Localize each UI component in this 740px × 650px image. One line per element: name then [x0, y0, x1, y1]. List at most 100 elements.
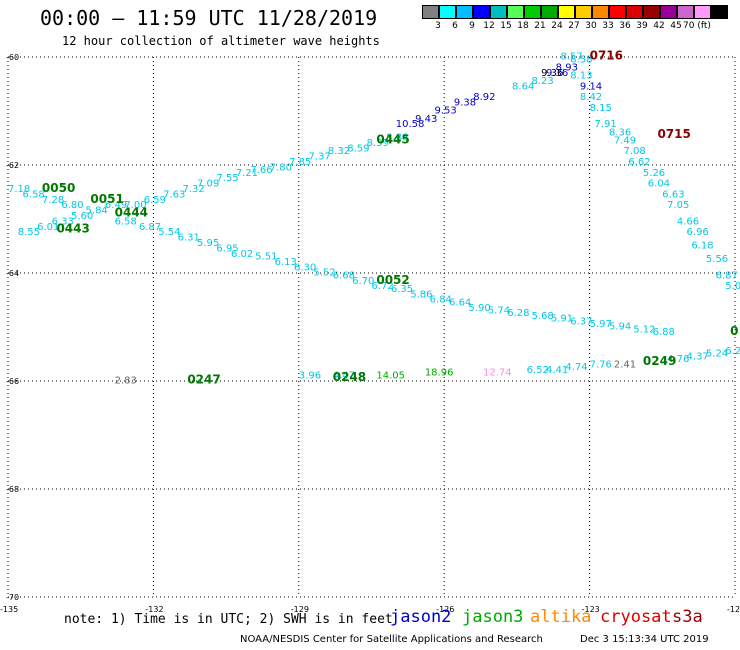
- colorbar-swatch: [507, 5, 524, 19]
- page-subtitle: 12 hour collection of altimeter wave hei…: [62, 34, 380, 48]
- pass-time-label: 0050: [42, 181, 75, 195]
- colorbar-swatch: [677, 5, 694, 19]
- wave-height-value: 6.80: [61, 200, 83, 211]
- wave-height-value: 5.84: [86, 206, 108, 217]
- colorbar-swatch: [439, 5, 456, 19]
- wave-height-value: 8.36: [609, 127, 631, 138]
- wave-height-value: 6.04: [648, 179, 670, 190]
- colorbar-label: 39: [636, 21, 648, 31]
- colorbar-swatch: [490, 5, 507, 19]
- longitude-tick-label: -129: [291, 605, 309, 614]
- longitude-tick-label: -135: [0, 605, 18, 614]
- wave-height-value: 5.95: [197, 238, 219, 249]
- satellite-legend-jason3: jason3: [462, 607, 524, 627]
- wave-height-value: 2.83: [115, 376, 137, 387]
- wave-height-value: 6.58: [23, 189, 45, 200]
- wave-height-value: 8.15: [590, 103, 612, 114]
- wave-height-value: 7.05: [667, 200, 689, 211]
- wave-height-value: 8.13: [570, 71, 592, 82]
- wave-height-value: 7.55: [216, 173, 238, 184]
- wave-height-value: 6.63: [662, 189, 684, 200]
- wave-height-value: 4.76: [667, 354, 689, 365]
- wave-height-value: 9.36: [546, 68, 568, 79]
- wave-height-value: 6.2: [725, 346, 740, 357]
- wave-height-value: 7.49: [614, 135, 636, 146]
- wave-height-value: 5.52: [313, 268, 335, 279]
- wave-height-value: 8.39: [367, 138, 389, 149]
- colorbar-swatch: [456, 5, 473, 19]
- wave-height-value: 8.86: [386, 133, 408, 144]
- colorbar-swatch: [575, 5, 592, 19]
- wave-height-value: 8.92: [473, 92, 495, 103]
- wave-height-value: 6.95: [216, 243, 238, 254]
- wave-height-value: 6.52: [527, 365, 549, 376]
- wave-height-value: 14.05: [376, 370, 405, 381]
- wave-height-value: 5.60: [71, 211, 93, 222]
- wave-height-value: 7.66: [250, 165, 272, 176]
- colorbar-swatch: [643, 5, 660, 19]
- wave-height-value: 9.53: [435, 106, 457, 117]
- colorbar-swatch: [592, 5, 609, 19]
- wave-height-value: 7.37: [308, 152, 330, 163]
- wave-height-value: 5.68: [531, 311, 553, 322]
- colorbar-swatch: [558, 5, 575, 19]
- wave-height-value: 6.87: [716, 270, 738, 281]
- axis-labels: -60 -62 -64 -66 -68 -70 -135 -132 -129 -126 -123 -1…: [0, 53, 740, 614]
- pass-time-label: 0445: [376, 132, 409, 146]
- wave-height-value: 8.58: [570, 54, 592, 65]
- wave-height-value: 6.30: [294, 262, 316, 273]
- colorbar-label: 18: [517, 21, 529, 31]
- wave-height-value: 8.23: [531, 76, 553, 87]
- colorbar-label: 3: [435, 21, 441, 31]
- colorbar-swatch: [609, 5, 626, 19]
- wave-height-value: 5.56: [706, 254, 728, 265]
- colorbar-swatch: [694, 5, 711, 19]
- colorbar-label: 30: [585, 21, 597, 31]
- colorbar-label: 42: [653, 21, 665, 31]
- pass-time-label: 0247: [187, 373, 220, 387]
- wave-height-value: 4.74: [565, 362, 587, 373]
- wave-height-value: 7.00: [124, 200, 146, 211]
- wave-height-value: 6.37: [570, 316, 592, 327]
- wave-height-value: 8.32: [328, 146, 350, 157]
- satellite-legend-cryosat: cryosat: [600, 607, 672, 627]
- wave-height-value: 6.49: [105, 200, 127, 211]
- wave-height-value: 6.59: [144, 195, 166, 206]
- wave-height-value: 4.37: [687, 351, 709, 362]
- wave-height-value: 7.21: [236, 168, 258, 179]
- satellite-legend-jason2: jason2: [390, 607, 452, 627]
- satellite-legend-altika: altika: [530, 607, 592, 627]
- colorbar-label: 15: [500, 21, 512, 31]
- longitude-tick-label: -120: [727, 605, 740, 614]
- latitude-tick-label: -66: [6, 377, 19, 386]
- longitude-tick-label: -132: [145, 605, 163, 614]
- latitude-tick-label: -70: [6, 593, 19, 602]
- wave-height-value: 6.70: [352, 276, 374, 287]
- wave-height-value: 6.35: [391, 284, 413, 295]
- wave-height-value: 5.94: [609, 322, 631, 333]
- colorbar-label: 12: [483, 21, 495, 31]
- wave-height-value: 6.13: [275, 257, 297, 268]
- colorbar-swatch: [660, 5, 677, 19]
- colorbar-label: 24: [551, 21, 563, 31]
- wave-height-value: 7.85: [289, 157, 311, 168]
- pass-time-label: 0: [730, 324, 738, 338]
- colorbar-swatch: [541, 5, 558, 19]
- colorbar-label: 27: [568, 21, 580, 31]
- wave-height-value: 2.41: [614, 360, 636, 371]
- satellite-legend-s3a: s3a: [672, 607, 703, 627]
- longitude-tick-label: -126: [436, 605, 454, 614]
- latitude-tick-label: -60: [6, 53, 19, 62]
- wave-height-value: 7.09: [197, 179, 219, 190]
- footer-note: note: 1) Time is in UTC; 2) SWH is in fe…: [64, 612, 393, 627]
- wave-height-value: 5.02: [725, 281, 740, 292]
- wave-height-value: 8.42: [580, 92, 602, 103]
- colorbar-swatch: [473, 5, 490, 19]
- pass-time-label: 0248: [333, 370, 366, 384]
- wave-height-value: 10.58: [396, 119, 425, 130]
- wave-height-value: 7.76: [590, 360, 612, 371]
- wave-height-value: 5.26: [643, 168, 665, 179]
- wave-height-value: 8.93: [556, 63, 578, 74]
- pass-time-label: 0051: [90, 192, 123, 206]
